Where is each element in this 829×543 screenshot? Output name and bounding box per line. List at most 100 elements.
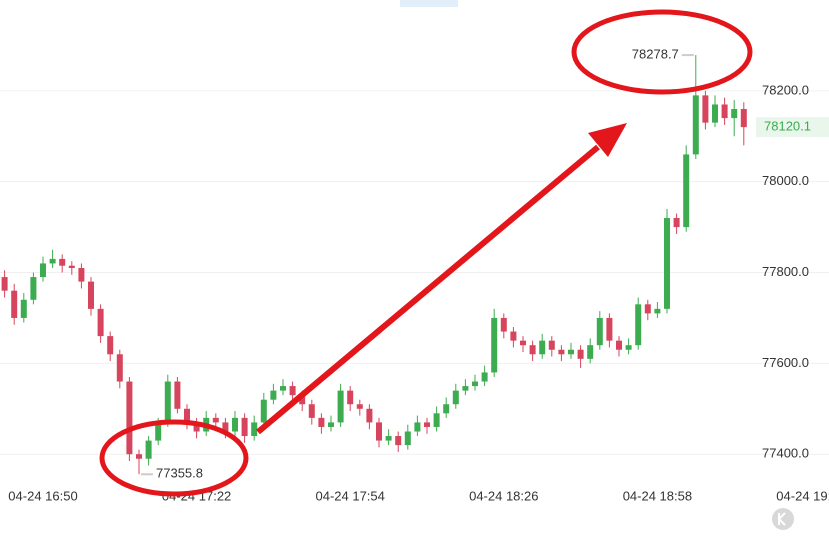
candle-body	[587, 345, 594, 359]
candle-body	[126, 381, 133, 455]
x-tick-label: 04-24 16:50	[8, 488, 77, 503]
min-label: 77355.8	[156, 466, 203, 481]
max-label: 78278.7	[632, 47, 679, 62]
candle-body	[155, 422, 162, 441]
price-tag	[756, 117, 829, 138]
candle-body	[88, 281, 94, 309]
circle-low	[99, 419, 249, 497]
candle-body	[577, 349, 584, 359]
y-tick-label: 78000.0	[762, 173, 809, 188]
candle-body	[625, 345, 632, 350]
candle-body	[452, 390, 459, 405]
candle-body	[193, 422, 200, 432]
logo	[772, 508, 794, 530]
candle-body	[596, 317, 603, 346]
candle-body	[280, 386, 286, 391]
x-tick-label: 04-24 18:26	[469, 488, 538, 503]
candle-body	[184, 408, 190, 423]
candle-body	[260, 399, 267, 423]
candle-body	[68, 265, 75, 268]
tab-indicator	[400, 0, 458, 7]
candle-body	[376, 422, 382, 441]
y-tick-label: 78200.0	[762, 82, 809, 97]
candle-body	[97, 308, 104, 337]
current-price: 78120.1	[764, 119, 811, 134]
candle-body	[59, 258, 66, 266]
candle-body	[673, 218, 680, 228]
candle-body	[366, 408, 373, 423]
candle-body	[116, 354, 123, 382]
candle-body	[510, 331, 517, 341]
candle-body	[11, 290, 18, 318]
circle-high	[571, 9, 753, 95]
candle-body	[145, 440, 152, 459]
candle-body	[664, 218, 670, 309]
candle-body	[318, 417, 325, 427]
logo-circle	[772, 508, 794, 530]
logo-mark	[778, 512, 786, 526]
candle-body	[702, 95, 709, 123]
candle-body	[414, 422, 421, 432]
candle-body	[740, 109, 747, 128]
candle-body	[107, 336, 114, 355]
candle-body	[568, 349, 574, 355]
candle-body	[472, 381, 478, 387]
candle-body	[548, 340, 555, 350]
candle-body	[424, 422, 430, 427]
candle-body	[136, 454, 142, 459]
candle-body	[1, 277, 8, 291]
x-tick-label: 04-24 18:58	[623, 488, 692, 503]
candle-body	[443, 404, 450, 414]
candle-body	[520, 340, 526, 346]
candle-body	[481, 372, 488, 382]
candle-body	[558, 349, 565, 355]
candle-body	[174, 381, 181, 409]
candle-body	[251, 422, 258, 437]
labels: 77400.0 77600.0 77800.0 78000.0 78200.0 04-24…	[8, 47, 829, 503]
candle-body	[721, 104, 728, 119]
arrow-head	[588, 123, 627, 157]
candles	[1, 55, 747, 475]
candle-body	[529, 345, 536, 355]
candle-body	[308, 404, 315, 418]
candle-body	[241, 417, 248, 437]
candle-body	[606, 317, 613, 341]
candle-body	[654, 308, 661, 314]
candle-body	[539, 340, 546, 355]
candle-body	[49, 258, 56, 264]
candle-body	[337, 390, 344, 423]
candle-body	[731, 109, 738, 119]
y-tick-label: 77400.0	[762, 446, 809, 461]
annotation	[99, 9, 753, 497]
candle-body	[404, 431, 411, 446]
candle-body	[164, 381, 171, 423]
candle-body	[462, 386, 469, 391]
candle-body	[500, 317, 507, 332]
candle-body	[222, 422, 229, 432]
candle-body	[328, 422, 334, 427]
candle-body	[299, 395, 306, 405]
arrow-shaft	[256, 144, 600, 435]
candle-body	[232, 417, 238, 432]
candle-body	[385, 436, 392, 441]
candle-body	[30, 277, 37, 300]
candle-body	[683, 154, 690, 228]
y-tick-label: 77600.0	[762, 355, 809, 370]
grid	[0, 90, 829, 455]
candle-body	[212, 417, 219, 423]
candle-body	[270, 390, 277, 400]
candle-body	[78, 267, 85, 282]
candle-body	[433, 413, 440, 427]
candle-body	[644, 304, 651, 314]
candle-body	[40, 263, 46, 278]
candle-body	[347, 390, 354, 405]
candle-body	[289, 386, 296, 396]
candle-body	[395, 436, 402, 446]
candle-body	[491, 317, 498, 373]
candle-body	[635, 304, 642, 346]
candle-body	[712, 104, 718, 123]
x-tick-label: 04-24 17:54	[315, 488, 384, 503]
candle-body	[356, 404, 363, 409]
candle-body	[692, 95, 699, 155]
